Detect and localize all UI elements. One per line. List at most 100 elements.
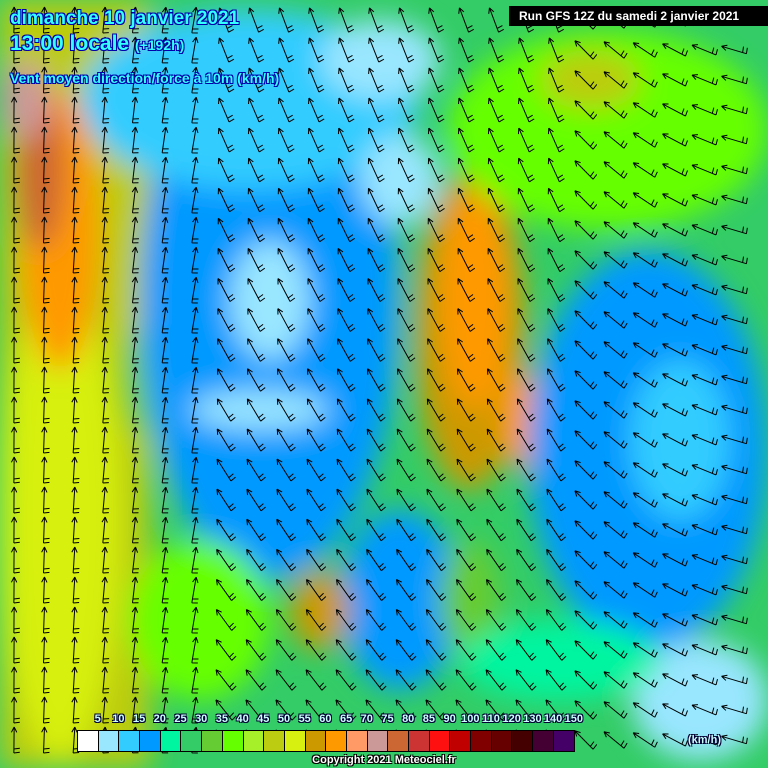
legend-label: 15	[132, 713, 146, 725]
wind-arrow	[101, 126, 110, 154]
wind-arrow	[662, 703, 688, 717]
wind-arrow	[691, 614, 718, 626]
wind-arrow	[721, 74, 748, 85]
wind-arrow	[131, 606, 139, 634]
wind-arrow	[101, 336, 110, 364]
wind-arrow	[457, 338, 476, 362]
wind-arrow	[518, 67, 535, 93]
wind-arrow	[276, 398, 296, 422]
wind-arrow	[191, 66, 199, 94]
wind-arrow	[10, 216, 20, 244]
wind-arrow	[338, 97, 355, 123]
wind-arrow	[367, 187, 385, 213]
wind-arrow	[337, 338, 356, 362]
wind-arrow	[41, 276, 50, 304]
wind-arrow	[306, 428, 326, 452]
wind-arrow	[10, 636, 20, 664]
wind-arrow	[397, 368, 416, 392]
wind-arrow	[603, 491, 628, 509]
wind-arrow	[367, 338, 386, 362]
wind-arrow	[367, 217, 385, 243]
wind-arrow	[71, 576, 80, 604]
wind-arrow	[191, 396, 199, 424]
legend-label: 70	[360, 713, 373, 725]
wind-arrow	[632, 522, 658, 538]
wind-arrow	[161, 426, 169, 454]
wind-arrow	[518, 97, 535, 123]
legend-swatch	[367, 731, 389, 751]
wind-arrow	[217, 368, 236, 392]
wind-arrow	[397, 278, 416, 302]
wind-arrow	[191, 546, 199, 574]
wind-arrow	[574, 160, 598, 180]
wind-arrow	[632, 462, 658, 478]
wind-arrow	[395, 639, 417, 661]
wind-arrow	[216, 398, 236, 422]
wind-arrow	[545, 699, 567, 721]
wind-arrow	[71, 456, 80, 484]
legend-swatch	[533, 731, 554, 751]
wind-arrow	[247, 127, 265, 153]
wind-arrow	[131, 66, 139, 94]
wind-arrow	[547, 187, 565, 213]
wind-arrow	[338, 67, 355, 93]
wind-arrow	[487, 157, 505, 183]
wind-arrow	[486, 518, 507, 542]
wind-arrow	[368, 7, 385, 33]
wind-arrow	[248, 67, 265, 93]
wind-arrow	[191, 96, 199, 124]
wind-arrow	[336, 458, 356, 482]
wind-arrow	[131, 36, 139, 64]
wind-arrow	[215, 699, 237, 721]
legend-swatch	[553, 731, 574, 751]
legend-swatch	[305, 731, 327, 751]
wind-arrow	[245, 578, 267, 601]
wind-arrow	[278, 7, 295, 33]
wind-arrow	[547, 368, 566, 392]
wind-arrow	[574, 250, 598, 270]
wind-arrow	[721, 224, 748, 235]
wind-arrow	[603, 581, 628, 599]
wind-arrow	[41, 606, 50, 634]
wind-arrow	[545, 578, 567, 601]
wind-arrow	[691, 344, 718, 356]
wind-arrow	[426, 548, 447, 572]
wind-arrow	[191, 636, 199, 664]
wind-arrow	[515, 639, 537, 661]
wind-arrow	[574, 580, 598, 600]
wind-arrow	[721, 344, 748, 355]
legend-label: 35	[215, 713, 229, 725]
wind-arrow	[425, 609, 447, 631]
wind-arrow	[131, 486, 139, 514]
wind-arrow	[662, 373, 688, 387]
wind-arrow	[456, 398, 476, 422]
wind-arrow	[427, 217, 445, 243]
wind-arrow	[603, 431, 628, 449]
wind-arrow	[632, 492, 658, 508]
wind-arrow	[546, 458, 566, 482]
wind-arrow	[131, 426, 139, 454]
legend-label: 130	[523, 713, 542, 725]
wind-arrow	[71, 696, 80, 724]
wind-arrow	[191, 426, 199, 454]
wind-arrow	[455, 578, 477, 601]
wind-arrow	[518, 37, 535, 63]
wind-arrow	[721, 404, 748, 415]
wind-arrow	[101, 6, 110, 34]
wind-arrow	[191, 366, 199, 394]
wind-arrow	[101, 36, 110, 64]
wind-arrow	[395, 669, 417, 691]
wind-arrow	[691, 584, 718, 596]
wind-arrow	[10, 96, 20, 124]
wind-arrow	[487, 308, 506, 332]
wind-arrow	[101, 306, 110, 334]
wind-arrow	[455, 669, 477, 691]
wind-arrow	[277, 247, 296, 273]
forecast-time: 13:00 locale (+192h)	[9, 32, 184, 56]
legend-label: 20	[153, 713, 166, 725]
wind-arrow	[246, 458, 266, 482]
wind-arrow	[41, 36, 50, 64]
wind-arrow	[545, 639, 567, 661]
wind-arrow	[456, 428, 476, 452]
local-time: 13:00 locale	[9, 32, 130, 56]
